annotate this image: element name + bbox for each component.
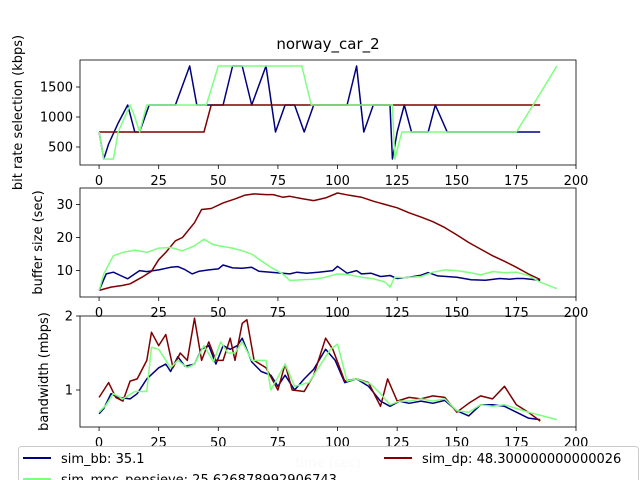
legend-label: sim_bb: 35.1 [61,452,145,467]
series-line-buffer-sim_dp [98,192,541,292]
y-tick-label-buffer: 20 [56,231,73,246]
legend-label: sim_mpc_pensieve: 25.626878992906743 [61,473,337,480]
x-tick-label-buffer: 125 [385,306,410,321]
x-tick-label-bitrate: 200 [564,174,589,189]
x-tick-label-buffer: 175 [504,306,529,321]
series-line-bandwidth-sim_mpc_pensieve [98,341,558,421]
panel-bitrate: 0 25 50 75 100 125 150 175 200 500 1000 1500 bit rat… [11,35,588,190]
series-line-buffer-sim_mpc_pensieve [98,238,558,291]
series-line-buffer-sim_bb [98,264,541,291]
x-tick-label-bitrate: 175 [504,174,529,189]
x-tick-label-bitrate: 100 [325,174,350,189]
series-line-bandwidth-sim_bb [98,337,541,421]
plot-frame-buffer [79,187,577,298]
x-tick-label-bitrate: 150 [444,174,469,189]
chart-title: norway_car_2 [276,35,379,54]
plot-frame-bandwidth [79,315,577,428]
x-tick-label-buffer: 50 [210,306,227,321]
x-tick-label-bitrate: 0 [95,174,103,189]
series-line-bandwidth-sim_dp [98,317,541,422]
x-tick-label-bitrate: 75 [270,174,287,189]
legend-frame [18,446,639,480]
series-line-bitrate-sim_bb [98,65,541,160]
x-tick-label-buffer: 150 [444,306,469,321]
y-tick-label-bandwidth: 2 [65,310,73,325]
x-tick-label-buffer: 100 [325,306,350,321]
x-tick-label-bitrate: 50 [210,174,227,189]
plot-frame-bitrate [79,59,577,166]
x-tick-label-bandwidth: 0 [95,436,103,451]
y-tick-label-bitrate: 1500 [40,81,73,96]
panel-buffer: 0 25 50 75 100 125 150 175 200 10 20 30 buffer size … [31,187,589,321]
legend: sim_bb: 35.1 sim_dp: 48.300000000000026 si… [18,446,639,480]
y-axis-label-bandwidth: bandwidth (mbps) [37,312,52,431]
y-axis-label-buffer: buffer size (sec) [31,190,46,294]
y-tick-label-bitrate: 500 [48,141,73,156]
y-tick-label-bandwidth: 1 [65,384,73,399]
y-tick-label-buffer: 10 [56,264,73,279]
y-tick-label-bitrate: 1000 [40,111,73,126]
y-tick-label-buffer: 30 [56,198,73,213]
y-axis-label-bitrate: bit rate selection (kbps) [11,35,26,190]
legend-label: sim_dp: 48.300000000000026 [422,452,621,467]
x-tick-label-buffer: 200 [564,306,589,321]
x-tick-label-buffer: 25 [150,306,167,321]
x-tick-label-bitrate: 25 [150,174,167,189]
x-tick-label-buffer: 75 [270,306,287,321]
series-line-bitrate-sim_mpc_pensieve [98,65,558,160]
x-tick-label-bitrate: 125 [385,174,410,189]
x-tick-label-buffer: 0 [95,306,103,321]
series-line-bitrate-sim_dp [99,104,541,133]
